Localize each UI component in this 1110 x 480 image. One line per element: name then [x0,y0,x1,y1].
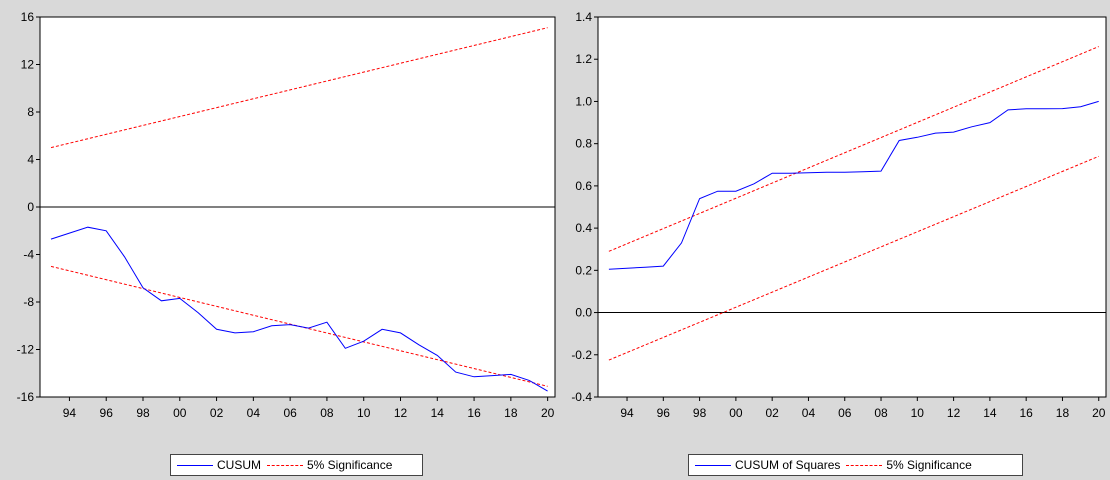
legend-item-significance: 5% Significance [267,458,392,472]
y-tick-label: -8 [23,295,34,309]
legend-label: 5% Significance [307,458,393,472]
x-tick-label: 04 [247,406,261,420]
y-tick-label: -0.4 [571,390,592,404]
y-tick-label: 0.0 [575,306,592,320]
significance-upper-bound [608,46,1099,252]
x-tick-label: 96 [657,406,671,420]
cusum-legend: CUSUM 5% Significance [170,454,423,476]
x-tick-label: 20 [1092,406,1106,420]
legend-label: 5% Significance [886,458,972,472]
legend-item-significance: 5% Significance [846,458,972,472]
y-tick-label: 0.8 [575,137,592,151]
x-tick-label: 12 [947,406,961,420]
y-tick-label: 1.0 [575,94,592,108]
x-tick-label: 08 [874,406,888,420]
y-tick-label: 12 [21,58,35,72]
series-line [50,226,548,392]
y-tick-label: 1.4 [575,10,592,24]
legend-swatch-dashed [267,464,303,466]
y-tick-label: 16 [21,10,35,24]
significance-lower-bound [608,155,1099,361]
y-tick-label: 0.6 [575,179,592,193]
x-tick-label: 94 [620,406,634,420]
x-tick-label: 10 [357,406,371,420]
x-tick-label: 06 [838,406,852,420]
x-tick-label: 98 [136,406,150,420]
x-tick-label: 08 [320,406,334,420]
y-tick-label: -12 [17,343,35,357]
series-line [608,100,1099,270]
legend-swatch-solid [177,464,213,466]
x-tick-label: 16 [467,406,481,420]
cusum-squares-legend: CUSUM of Squares 5% Significance [688,454,1023,476]
x-tick-label: 98 [693,406,707,420]
y-tick-label: 1.2 [575,52,592,66]
significance-upper-bound [50,27,548,149]
x-tick-label: 18 [1056,406,1070,420]
y-tick-label: -16 [17,390,35,404]
x-tick-label: 00 [173,406,187,420]
x-tick-label: 04 [802,406,816,420]
x-tick-label: 20 [541,406,555,420]
x-tick-label: 18 [504,406,518,420]
y-tick-label: -0.2 [571,348,592,362]
y-tick-label: 0 [27,200,34,214]
y-tick-label: 8 [27,105,34,119]
cusum-panel: 16 12 8 4 0 -4 -8 -12 -16 94 96 98 00 02 04 06 08 10 12 14 1… [17,10,556,420]
legend-item-cusum-squares: CUSUM of Squares [695,458,840,472]
x-tick-label: 06 [283,406,297,420]
legend-swatch-solid [695,464,731,466]
x-tick-label: 14 [431,406,445,420]
x-tick-label: 16 [1019,406,1033,420]
plot-area [597,16,1107,398]
cusum-squares-panel: 1.4 1.2 1.0 0.8 0.6 0.4 0.2 0.0 -0.2 -0.4 94 96 98 00… [571,10,1107,420]
y-tick-label: 4 [27,153,34,167]
x-tick-label: 02 [765,406,779,420]
x-tick-label: 10 [911,406,925,420]
x-tick-label: 00 [729,406,743,420]
legend-swatch-dashed [846,464,883,466]
x-tick-label: 96 [100,406,114,420]
x-tick-label: 94 [63,406,77,420]
legend-item-cusum: CUSUM [177,458,261,472]
y-tick-label: 0.4 [575,221,592,235]
y-tick-label: 0.2 [575,263,592,277]
x-tick-label: 02 [210,406,224,420]
x-tick-label: 12 [394,406,408,420]
legend-label: CUSUM of Squares [735,458,841,472]
legend-label: CUSUM [217,458,261,472]
x-tick-label: 14 [983,406,997,420]
y-tick-label: -4 [23,248,34,262]
